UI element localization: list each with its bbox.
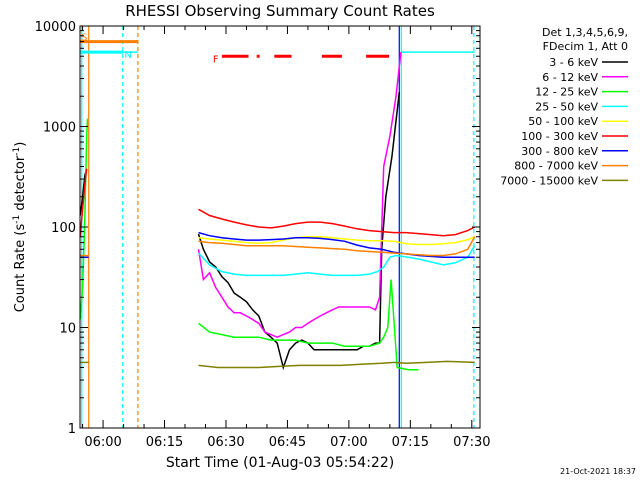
legend-entry-label: 50 - 100 keV [528,115,598,128]
series-line [198,231,475,259]
legend-entry-label: 3 - 6 keV [549,56,598,69]
x-tick-label: 07:30 [453,435,490,450]
y-tick-label: 100 [51,221,76,236]
legend-entry-label: 7000 - 15000 keV [500,174,598,187]
series-line [198,279,419,371]
saa-line-label: S [81,33,87,44]
series-line [198,235,475,246]
series-line [79,168,88,237]
y-axis-label-suffix: ) [13,142,28,147]
x-tick-label: 07:00 [330,435,367,450]
y-tick-label: 10000 [35,20,76,35]
legend-header-line2: FDecim 1, Att 0 [543,40,628,53]
chart-legend: Det 1,3,4,5,6,9, FDecim 1, Att 0 3 - 6 k… [500,26,628,187]
flare-segments-label: F [213,54,219,65]
x-tick-label: 06:15 [146,435,183,450]
legend-entry-label: 800 - 7000 keV [514,160,598,173]
series-line [197,52,402,339]
y-tick-label: 1000 [43,121,76,136]
y-axis-label-sup2: -1 [12,147,22,156]
footer-date: 21-Oct-2021 18:37 [560,467,636,476]
chart-axes: 1 10 100 1000 10000 06:00 06:15 06:30 06:45 07:00… [35,20,491,450]
series-line [198,360,475,369]
x-axis-label: Start Time (01-Aug-03 05:54:22) [166,455,394,471]
legend-header-line1: Det 1,3,4,5,6,9, [542,26,628,39]
series-line [198,236,476,257]
legend-entry-label: 12 - 25 keV [535,86,598,99]
legend-entry-label: 300 - 800 keV [521,145,598,158]
chart-title: RHESSI Observing Summary Count Rates [125,2,435,20]
y-tick-label: 1 [68,422,76,437]
y-tick-label: 10 [59,322,76,337]
series-line [197,245,476,277]
x-tick-label: 06:00 [84,435,121,450]
x-tick-label: 06:45 [269,435,306,450]
chart-marks: S N F [79,26,476,428]
y-axis-label: Count Rate (s-1 detector-1) [12,142,28,313]
y-axis-label-sup1: -1 [12,215,22,224]
x-tick-label: 06:30 [207,435,244,450]
y-axis-label-mid: detector [13,155,28,215]
legend-entry-label: 100 - 300 keV [521,130,598,143]
series-line [197,92,401,371]
y-axis-label-prefix: Count Rate (s [13,224,28,313]
legend-entry-label: 6 - 12 keV [542,71,598,84]
x-tick-label: 07:15 [392,435,429,450]
night-line-label: N [124,50,131,61]
legend-entry-label: 25 - 50 keV [535,100,598,113]
series-line [198,208,476,237]
